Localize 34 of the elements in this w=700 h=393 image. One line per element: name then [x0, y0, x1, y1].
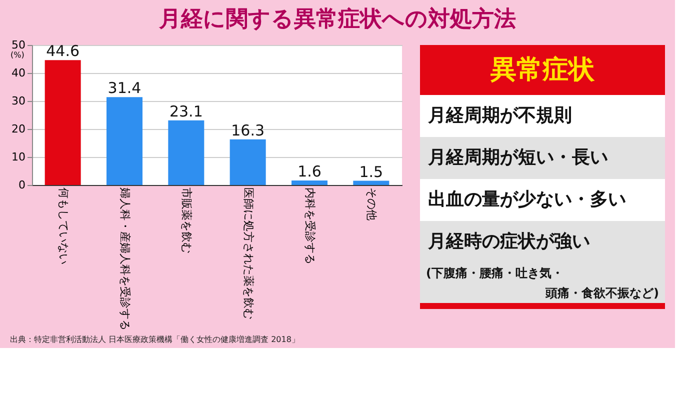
bar [230, 139, 266, 185]
data-label: 44.6 [46, 42, 80, 60]
text: 月経時の症状が強い [427, 231, 590, 252]
x-tick-label: 内科を受診する [304, 188, 316, 264]
y-tick-label: 30 [12, 94, 26, 108]
bar [353, 180, 390, 185]
y-tick-label: 20 [12, 122, 26, 136]
source-note: 出典：特定非営利活動法人 日本医療政策機構「働く女性の健康増進調査 2018」 [10, 335, 300, 344]
text: 頭痛・食欲不振など) [544, 286, 659, 300]
y-axis-title: (%) [10, 50, 24, 60]
x-tick-label: 医師に処方された薬を飲む [242, 188, 255, 320]
y-tick-label: 0 [18, 178, 26, 192]
x-tick-label: 婦人科・産婦人科を受診する [118, 188, 132, 330]
data-label: 1.5 [359, 162, 384, 181]
bar [106, 97, 142, 185]
text: 月経周期が短い・長い [427, 147, 608, 168]
x-tick-label: 何もしていない [56, 188, 70, 264]
data-label: 1.6 [298, 162, 322, 181]
text: (下腹痛・腰痛・吐き気・ [426, 266, 564, 280]
text: 出血の量が少ない・多い [428, 189, 626, 210]
x-tick-label: 市販薬を飲む [180, 188, 194, 254]
text: 異常症状 [490, 55, 596, 85]
data-label: 16.3 [231, 121, 265, 140]
bar [292, 180, 328, 185]
y-tick-label: 50 [12, 38, 26, 52]
y-tick-label: 10 [12, 150, 26, 164]
x-tick-label: その他 [365, 188, 378, 220]
y-tick-label: 40 [12, 66, 26, 80]
data-label: 31.4 [108, 79, 142, 98]
data-label: 23.1 [169, 102, 203, 120]
bar [168, 120, 204, 185]
bar [44, 60, 81, 185]
chart-title: 月経に関する異常症状への対処方法 [158, 6, 516, 32]
text: 月経周期が不規則 [427, 105, 572, 126]
